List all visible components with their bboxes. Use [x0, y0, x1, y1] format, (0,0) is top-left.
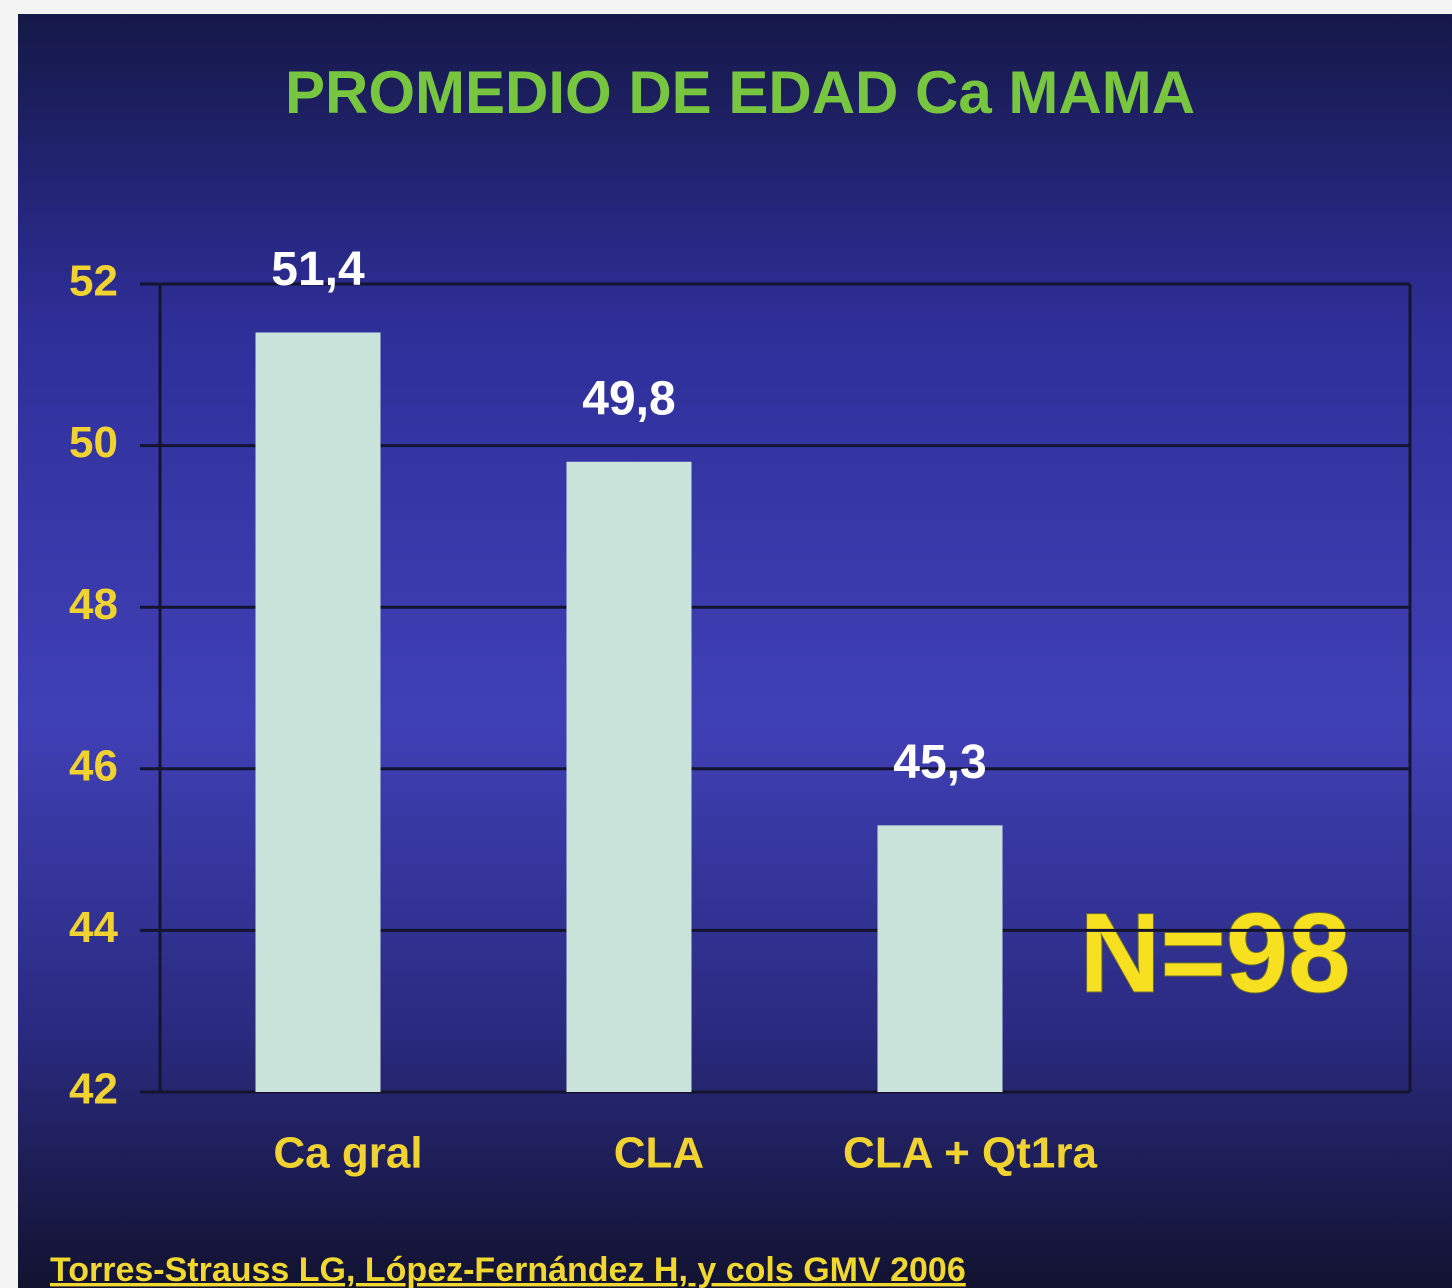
y-tick-label: 48 [69, 580, 118, 629]
x-tick-label: CLA [614, 1129, 704, 1178]
bar [566, 461, 692, 1092]
value-label: 51,4 [271, 243, 365, 296]
annotation: N=98 [1080, 891, 1351, 1016]
bar [255, 332, 381, 1093]
value-label: 45,3 [893, 736, 986, 789]
chart-title: PROMEDIO DE EDAD Ca MAMA [285, 59, 1195, 126]
source: Torres-Strauss LG, López-Fernández H, y … [50, 1251, 966, 1288]
y-tick-label: 52 [69, 257, 118, 306]
y-tick-label: 50 [69, 418, 118, 467]
x-tick-label: CLA + Qt1ra [843, 1129, 1097, 1178]
y-tick-label: 46 [69, 741, 118, 790]
y-tick-label: 42 [69, 1065, 118, 1114]
value-label: 49,8 [582, 372, 675, 425]
y-tick-label: 44 [69, 903, 118, 952]
background [18, 14, 1452, 1288]
bar [877, 825, 1003, 1092]
x-tick-label: Ca gral [273, 1129, 422, 1178]
